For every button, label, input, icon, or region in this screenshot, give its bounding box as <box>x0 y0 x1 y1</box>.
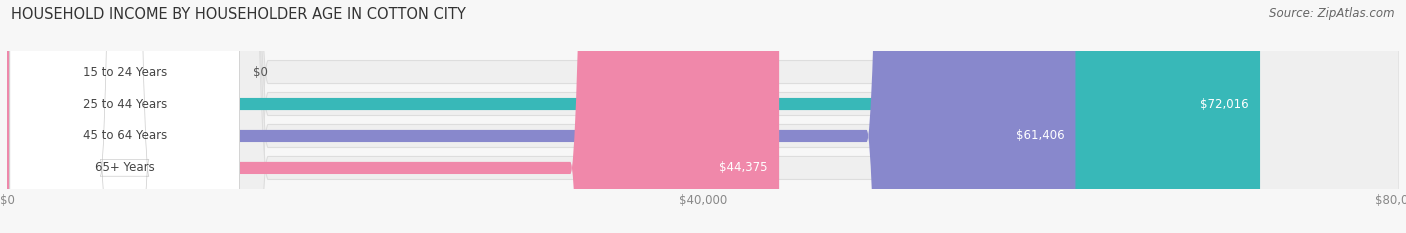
FancyBboxPatch shape <box>10 0 239 233</box>
Text: $61,406: $61,406 <box>1015 130 1064 143</box>
Text: $0: $0 <box>253 65 269 79</box>
Text: $72,016: $72,016 <box>1201 97 1249 110</box>
FancyBboxPatch shape <box>7 0 1399 233</box>
Text: 15 to 24 Years: 15 to 24 Years <box>83 65 167 79</box>
Text: HOUSEHOLD INCOME BY HOUSEHOLDER AGE IN COTTON CITY: HOUSEHOLD INCOME BY HOUSEHOLDER AGE IN C… <box>11 7 467 22</box>
FancyBboxPatch shape <box>7 0 1399 233</box>
FancyBboxPatch shape <box>7 0 1399 233</box>
FancyBboxPatch shape <box>10 0 239 233</box>
Text: $44,375: $44,375 <box>720 161 768 175</box>
Text: 65+ Years: 65+ Years <box>94 161 155 175</box>
FancyBboxPatch shape <box>7 0 1076 233</box>
FancyBboxPatch shape <box>7 0 1260 233</box>
FancyBboxPatch shape <box>7 0 779 233</box>
Text: 25 to 44 Years: 25 to 44 Years <box>83 97 167 110</box>
FancyBboxPatch shape <box>7 0 1399 233</box>
Text: Source: ZipAtlas.com: Source: ZipAtlas.com <box>1270 7 1395 20</box>
FancyBboxPatch shape <box>10 0 239 233</box>
Text: 45 to 64 Years: 45 to 64 Years <box>83 130 167 143</box>
FancyBboxPatch shape <box>10 0 239 233</box>
